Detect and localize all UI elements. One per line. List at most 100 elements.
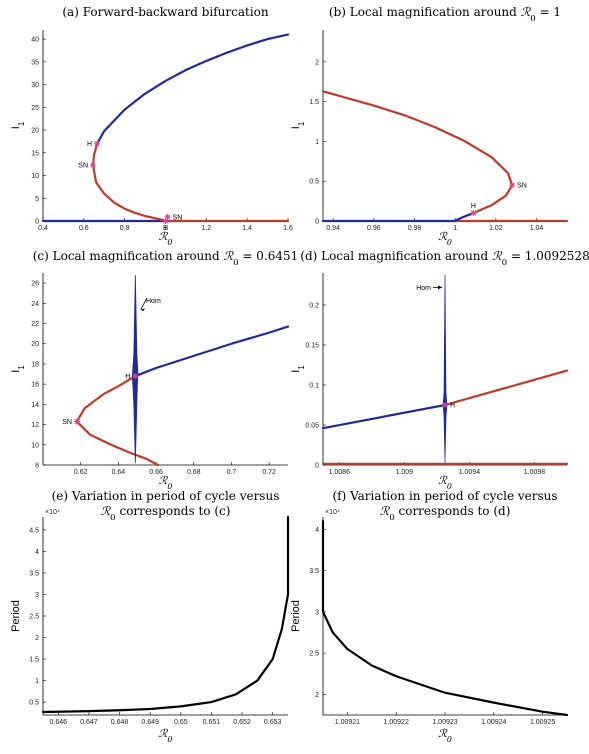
panel-c: (c) Local magnification around ℛ0 = 0.64… <box>10 249 298 491</box>
y-tick-label-b: 0 <box>315 219 319 226</box>
point-marker-c-1 <box>132 373 139 380</box>
y-tick-label-e: 2 <box>35 635 39 642</box>
x-axis-label-d: ℛ0 <box>438 474 452 491</box>
y-tick-label-c: 8 <box>35 463 39 470</box>
y-tick-label-c: 14 <box>31 402 39 409</box>
series-line-b-3 <box>454 211 475 222</box>
x-tick-label-a: 1.2 <box>201 225 211 232</box>
y-tick-label-e: 3 <box>35 592 39 599</box>
x-tick-label-e: 0.648 <box>111 719 129 726</box>
y-tick-label-a: 20 <box>31 128 39 135</box>
y-tick-label-c: 24 <box>31 301 39 308</box>
x-tick-label-e: 0.652 <box>233 719 251 726</box>
series-line-e-1 <box>41 515 290 714</box>
annotation-a-4: H <box>163 225 168 232</box>
point-marker-d-1 <box>442 402 448 408</box>
y-tick-label-b: 1 <box>315 139 319 146</box>
y-tick-label-b: 0.5 <box>309 179 319 186</box>
x-axis-label-e: ℛ0 <box>159 727 173 744</box>
point-marker-a-4 <box>162 218 169 224</box>
y-tick-label-a: 35 <box>31 59 39 66</box>
series-line-c-1 <box>75 374 160 467</box>
x-tick-label-d: 1.0098 <box>524 469 546 476</box>
point-marker-b-2 <box>470 210 477 217</box>
chart-title-a: (a) Forward-backward bifurcation <box>62 5 269 19</box>
y-tick-label-e: 3.5 <box>29 570 39 577</box>
x-tick-label-e: 0.651 <box>203 719 221 726</box>
panel-e: (e) Variation in period of cycle versusℛ… <box>10 489 290 744</box>
point-marker-b-1 <box>509 182 516 189</box>
annotation-a-2: SN <box>78 163 88 170</box>
x-tick-label-e: 0.646 <box>50 719 68 726</box>
x-tick-label-a: 1.4 <box>242 225 252 232</box>
y-tick-label-c: 12 <box>31 422 39 429</box>
series-line-c-2 <box>134 325 290 378</box>
x-axis-label-a: ℛ0 <box>159 230 173 247</box>
x-tick-label-d: 1.0086 <box>329 469 351 476</box>
x-tick-label-b: 0.96 <box>367 225 381 232</box>
hom-arrow-c <box>140 298 148 310</box>
annotation-b-2: H <box>471 203 476 210</box>
y-tick-label-a: 0 <box>35 219 39 226</box>
annotation-d-2: Hom <box>416 285 431 292</box>
y-tick-label-a: 5 <box>35 196 39 203</box>
x-tick-label-c: 0.62 <box>74 469 88 476</box>
y-tick-label-d: 0 <box>315 463 319 470</box>
chart-title-d: (d) Local magnification around ℛ0 = 1.00… <box>300 249 589 268</box>
hom-arrowhead-d <box>438 285 442 290</box>
x-tick-label-c: 0.72 <box>262 469 276 476</box>
y-tick-label-a: 15 <box>31 150 39 157</box>
annotation-b-1: SN <box>517 183 527 190</box>
y-tick-label-e: 2.5 <box>29 614 39 621</box>
annotation-a-1: H <box>87 141 92 148</box>
x-tick-label-e: 0.647 <box>80 719 98 726</box>
chart-title-f-line-1: (f) Variation in period of cycle versus <box>332 489 557 503</box>
x-tick-label-f: 1.00925 <box>530 719 555 726</box>
annotation-c-3: Hom <box>146 298 161 305</box>
x-tick-label-e: 0.65 <box>174 719 188 726</box>
y-tick-label-c: 10 <box>31 442 39 449</box>
y-tick-label-e: 0.5 <box>29 700 39 707</box>
x-tick-label-a: 0.4 <box>38 225 48 232</box>
y-tick-label-d: 0.05 <box>305 423 319 430</box>
chart-title-c: (c) Local magnification around ℛ0 = 0.64… <box>33 249 299 268</box>
y-tick-label-f: 2 <box>315 692 319 699</box>
x-axis-label-c: ℛ0 <box>159 474 173 491</box>
chart-title-f-line-2: ℛ0 corresponds to (d) <box>380 504 511 523</box>
y-tick-label-a: 25 <box>31 105 39 112</box>
panel-a: (a) Forward-backward bifurcation 0.4 0.6 0.… <box>10 5 293 247</box>
y-tick-label-d: 0.2 <box>309 303 319 310</box>
x-tick-label-e: 0.649 <box>141 719 159 726</box>
y-tick-label-f: 2.5 <box>309 651 319 658</box>
y-tick-label-e: 1 <box>35 678 39 685</box>
chart-title-b: (b) Local magnification around ℛ0 = 1 <box>329 5 561 24</box>
annotation-d-1: H <box>450 403 455 410</box>
x-tick-label-c: 0.64 <box>112 469 126 476</box>
hom-arrowhead-c <box>141 308 145 312</box>
x-tick-label-c: 0.66 <box>149 469 163 476</box>
y-tick-label-b: 1.5 <box>309 99 319 106</box>
panel-f: (f) Variation in period of cycle versusℛ… <box>290 489 569 744</box>
x-axis-label-b: ℛ0 <box>438 230 452 247</box>
x-tick-label-b: 1.02 <box>489 225 503 232</box>
y-tick-label-e: 4 <box>35 549 39 556</box>
y-exponent-label-e: ×10⁴ <box>45 509 60 516</box>
y-tick-label-c: 22 <box>31 321 39 328</box>
y-tick-label-b: 2 <box>315 59 319 66</box>
y-tick-label-e: 1.5 <box>29 657 39 664</box>
x-tick-label-a: 1.6 <box>283 225 293 232</box>
y-tick-label-a: 30 <box>31 82 39 89</box>
x-tick-label-b: 1 <box>453 225 457 232</box>
series-line-a-3 <box>91 142 167 223</box>
point-marker-a-3 <box>164 213 171 220</box>
series-line-d-1 <box>321 403 447 430</box>
x-tick-label-e: 0.653 <box>264 719 282 726</box>
annotation-c-1: H <box>125 374 130 381</box>
x-tick-label-a: 1 <box>164 225 168 232</box>
x-tick-label-a: 0.8 <box>120 225 130 232</box>
x-tick-label-d: 1.009 <box>396 469 414 476</box>
y-axis-label-d: I1 <box>290 365 306 373</box>
series-line-a-4 <box>96 33 290 145</box>
x-tick-label-b: 0.94 <box>326 225 340 232</box>
